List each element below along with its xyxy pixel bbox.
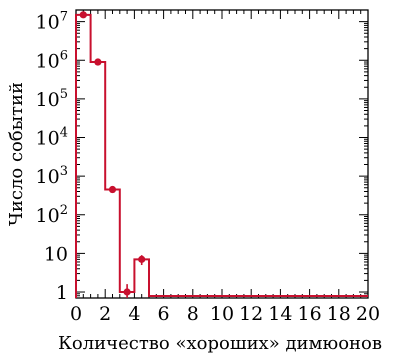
x-tick-label: 20 — [356, 303, 380, 325]
data-point — [108, 185, 117, 194]
x-axis-ticks: 0 2 4 6 8 10 12 14 16 18 20 — [70, 10, 380, 325]
x-tick-label: 12 — [239, 303, 263, 325]
x-tick-label: 14 — [268, 303, 292, 325]
data-point — [94, 58, 102, 66]
x-tick-label: 10 — [210, 303, 234, 325]
x-axis-label: Количество «хороших» димюонов — [58, 333, 382, 354]
y-tick-label: 103 — [36, 164, 68, 188]
x-tick-label: 8 — [187, 303, 199, 325]
histogram-steps — [75, 13, 368, 298]
data-point — [138, 255, 146, 263]
x-tick-label: 0 — [70, 303, 82, 325]
x-tick-label: 2 — [99, 303, 111, 325]
x-tick-label: 16 — [298, 303, 322, 325]
y-axis-ticks: 1 10 102 103 104 105 106 107 — [36, 9, 368, 304]
x-tick-label: 18 — [327, 303, 351, 325]
y-tick-label: 102 — [36, 203, 68, 227]
y-tick-label: 107 — [36, 10, 68, 34]
y-tick-label: 104 — [36, 126, 68, 150]
data-point — [123, 288, 131, 296]
histogram-outline — [75, 13, 368, 298]
x-tick-label: 6 — [158, 303, 170, 325]
y-axis-label: Число событий — [6, 82, 27, 226]
y-tick-label: 1 — [56, 282, 68, 304]
data-point — [79, 11, 87, 19]
y-tick-label: 10 — [44, 243, 68, 265]
y-tick-label: 105 — [36, 87, 68, 111]
x-tick-label: 4 — [128, 303, 140, 325]
y-tick-label: 106 — [36, 48, 68, 72]
data-points — [79, 11, 146, 296]
